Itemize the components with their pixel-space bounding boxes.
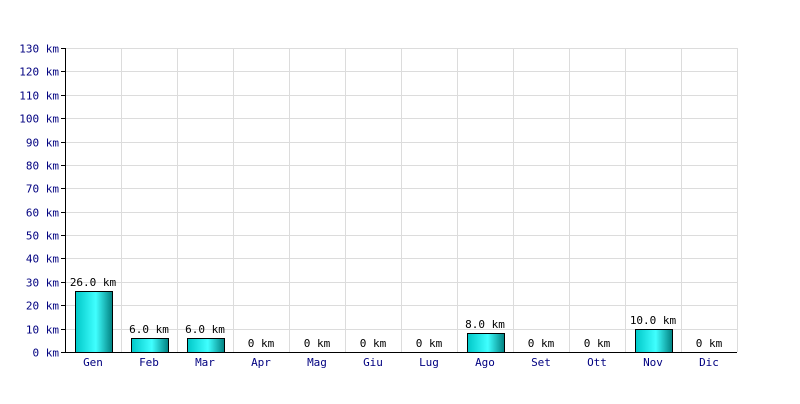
x-tick-label-nov: Nov — [643, 356, 663, 369]
data-label-feb: 6.0 km — [129, 323, 169, 336]
y-tick-label: 60 km — [26, 207, 59, 220]
data-label-ott: 0 km — [584, 337, 611, 350]
data-label-set: 0 km — [528, 337, 555, 350]
x-tick-label-ago: Ago — [475, 356, 495, 369]
data-label-dic: 0 km — [696, 337, 723, 350]
y-tick-label: 10 km — [26, 324, 59, 337]
y-tick-label: 90 km — [26, 137, 59, 150]
y-tick-labels: 0 km 10 km 20 km 30 km 40 km 50 km 60 km 70 km 8… — [19, 43, 59, 360]
y-tick-label: 100 km — [19, 113, 59, 126]
x-tick-label-ott: Ott — [587, 356, 607, 369]
y-tick-label: 20 km — [26, 300, 59, 313]
x-tick-label-mar: Mar — [195, 356, 215, 369]
y-tick-label: 40 km — [26, 253, 59, 266]
x-tick-label-gen: Gen — [83, 356, 103, 369]
x-tick-label-giu: Giu — [363, 356, 383, 369]
y-tick-label: 120 km — [19, 66, 59, 79]
x-tick-label-apr: Apr — [251, 356, 271, 369]
x-tick-label-dic: Dic — [699, 356, 719, 369]
data-label-lug: 0 km — [416, 337, 443, 350]
data-labels: 26.0 km 6.0 km 6.0 km 0 km 0 km 0 km 0 km 8.0 k… — [70, 276, 723, 350]
data-label-mag: 0 km — [304, 337, 331, 350]
data-label-giu: 0 km — [360, 337, 387, 350]
x-tick-label-feb: Feb — [139, 356, 159, 369]
bar-ago — [467, 333, 505, 353]
y-tick-label: 130 km — [19, 43, 59, 56]
x-tick-label-mag: Mag — [307, 356, 327, 369]
x-tick-label-set: Set — [531, 356, 551, 369]
data-label-gen: 26.0 km — [70, 276, 117, 289]
y-tick-label: 0 km — [33, 347, 60, 360]
gridlines — [65, 48, 738, 352]
bar-mar — [187, 338, 225, 353]
bar-nov — [635, 329, 673, 353]
y-tick-label: 50 km — [26, 230, 59, 243]
y-tick-label: 30 km — [26, 277, 59, 290]
data-label-ago: 8.0 km — [465, 318, 505, 331]
bar-gen — [75, 291, 113, 353]
x-tick-label-lug: Lug — [419, 356, 439, 369]
x-tick-labels: Gen Feb Mar Apr Mag Giu Lug Ago Set Ott Nov Dic — [83, 356, 719, 369]
y-tick-label: 80 km — [26, 160, 59, 173]
bars — [75, 291, 673, 353]
axes — [61, 48, 737, 353]
y-tick-label: 70 km — [26, 183, 59, 196]
data-label-nov: 10.0 km — [630, 314, 677, 327]
bar-feb — [131, 338, 169, 353]
data-label-apr: 0 km — [248, 337, 275, 350]
y-tick-label: 110 km — [19, 90, 59, 103]
data-label-mar: 6.0 km — [185, 323, 225, 336]
